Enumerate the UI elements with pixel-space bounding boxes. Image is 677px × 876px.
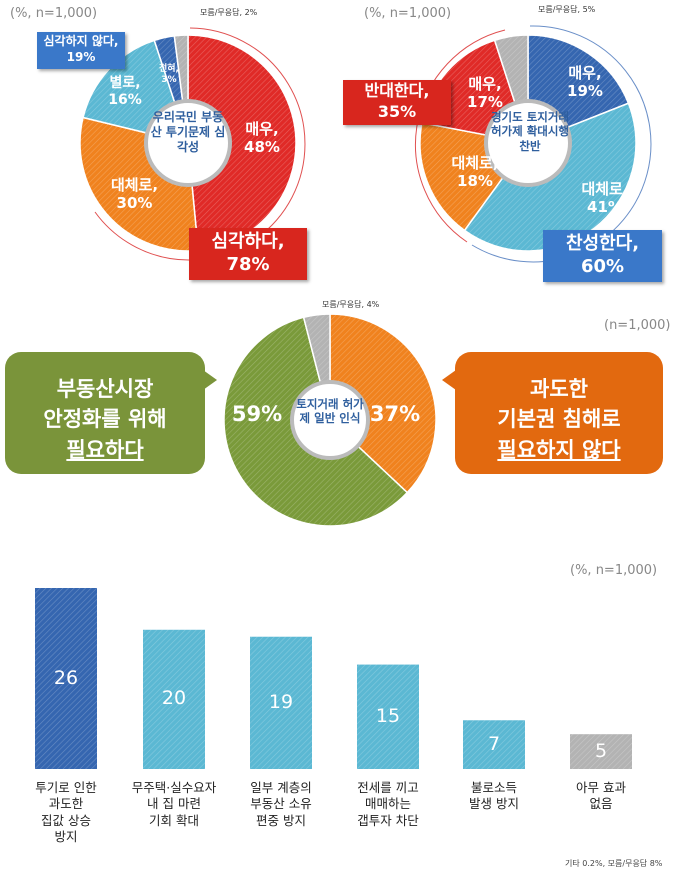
bubble-necessary: 부동산시장 안정화를 위해 필요하다 [5, 352, 205, 474]
category-line: 집값 상승 [41, 812, 91, 828]
bar-0-hatch [35, 588, 97, 769]
chart2-nr-label: 모름/무응답, 5% [538, 5, 596, 14]
chart2-label-strong-favor: 매우, 19% [567, 64, 603, 100]
bubble-unnecessary: 과도한 기본권 침해로 필요하지 않다 [455, 352, 663, 474]
chart4-footnote: 기타 0.2%, 모름/무응답 8% [565, 859, 663, 868]
category-line: 투기로 인한 [35, 780, 97, 795]
bar-category-4: 불로소득 발생 방지 [439, 780, 549, 813]
chart2-label-oppose: 대체로, 18% [451, 154, 499, 190]
category-line: 과도한 [48, 796, 84, 812]
category-line: 부동산 소유 [250, 796, 312, 812]
bar-2-hatch [250, 636, 312, 769]
chart2-group-oppose: 반대한다, 35% [343, 80, 451, 125]
chart2-group-favor: 찬성한다, 60% [543, 230, 662, 282]
category-line: 발생 방지 [469, 796, 519, 812]
chart2-favor-bracket [471, 25, 652, 263]
bar-5-hatch [570, 734, 632, 769]
category-line: 방지 [54, 828, 78, 844]
bar-1-hatch [143, 629, 205, 769]
chart4-note: (%, n=1,000) [570, 563, 658, 578]
bar-value-5: 5 [594, 739, 608, 762]
bar-category-3: 전세를 끼고 매매하는 갭투자 차단 [333, 780, 443, 829]
category-line: 편중 방지 [256, 812, 306, 828]
bar-category-1: 무주택·실수요자 내 집 마련 기회 확대 [119, 780, 229, 829]
bar-category-0: 투기로 인한 과도한 집값 상승 방지 [11, 780, 121, 845]
chart3-center-title: 토지거래 허가제 일반 인식 [296, 397, 364, 426]
category-line: 무주택·실수요자 [131, 780, 217, 795]
chart3-note: (n=1,000) [604, 318, 671, 333]
bar-3-hatch [357, 664, 419, 769]
chart3-center-circle [290, 380, 370, 460]
chart1-center-title: 우리국민 부동산 투기문제 심각성 [150, 110, 226, 154]
chart1-label-notreally: 별로, 16% [108, 75, 142, 108]
chart2-label-strong-oppose: 매우, 17% [467, 75, 503, 111]
chart1-group-serious: 심각하다, 78% [189, 228, 307, 280]
category-line: 기회 확대 [149, 812, 199, 828]
chart1-group-notserious: 심각하지 않다, 19% [37, 32, 125, 69]
chart3-label-necessary: 59% [231, 402, 283, 426]
chart1-serious-bracket [94, 27, 306, 261]
chart1-note: (%, n=1,000) [10, 6, 98, 21]
chart2-center-title: 경기도 토지거래 허가제 확대시행 찬반 [490, 110, 570, 153]
chart1-nr-label: 모름/무응답, 2% [200, 8, 258, 17]
chart1-slice-0-hatch [188, 35, 297, 251]
chart1-label-mostly: 대체로, 30% [110, 176, 159, 212]
category-line: 불로소득 [470, 780, 517, 795]
bar-category-2: 일부 계층의 부동산 소유 편중 방지 [226, 780, 336, 829]
chart2-label-favor: 대체로, 41% [581, 180, 629, 216]
category-line: 없음 [589, 796, 613, 812]
bar-category-5: 아무 효과 없음 [546, 780, 656, 813]
chart2-center-circle [484, 99, 572, 187]
bar-value-2: 19 [268, 690, 294, 713]
chart1-center-circle [144, 99, 232, 187]
category-line: 전세를 끼고 [357, 780, 419, 795]
chart1-label-very: 매우, 48% [244, 120, 280, 156]
category-line: 매매하는 [364, 796, 411, 812]
chart2-note: (%, n=1,000) [364, 6, 452, 21]
chart3-nr-label: 모름/무응답, 4% [322, 300, 380, 309]
category-line: 내 집 마련 [147, 796, 201, 812]
category-line: 아무 효과 [576, 780, 626, 795]
bubble-necessary-pointer [203, 370, 217, 390]
bar-value-4: 7 [487, 732, 501, 755]
bar-4-hatch [463, 720, 525, 769]
chart3-label-unnecessary: 37% [369, 402, 421, 426]
chart1-label-notatall: 전혀, 3% [159, 64, 179, 85]
bubble-unnecessary-pointer [442, 370, 456, 390]
category-line: 갭투자 차단 [357, 812, 419, 828]
bar-value-3: 15 [375, 704, 401, 727]
chart3-slice-0-hatch [330, 314, 436, 493]
bar-value-1: 20 [161, 687, 187, 710]
category-line: 일부 계층의 [250, 780, 312, 795]
bar-value-0: 26 [53, 666, 79, 689]
